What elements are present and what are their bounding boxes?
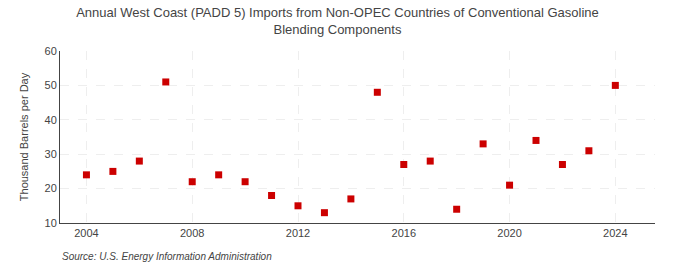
svg-text:10: 10 <box>45 217 57 229</box>
svg-text:Thousand Barrels per Day: Thousand Barrels per Day <box>18 72 30 201</box>
svg-text:2016: 2016 <box>392 227 416 239</box>
svg-text:2004: 2004 <box>74 227 98 239</box>
svg-text:30: 30 <box>45 148 57 160</box>
svg-text:Source: U.S. Energy Informatio: Source: U.S. Energy Information Administ… <box>62 251 272 262</box>
svg-text:Annual West Coast (PADD 5) Imp: Annual West Coast (PADD 5) Imports from … <box>76 5 599 37</box>
svg-text:2024: 2024 <box>603 227 627 239</box>
svg-text:2012: 2012 <box>286 227 310 239</box>
svg-text:20: 20 <box>45 182 57 194</box>
svg-text:50: 50 <box>45 79 57 91</box>
svg-text:2008: 2008 <box>180 227 204 239</box>
svg-text:40: 40 <box>45 114 57 126</box>
svg-text:2020: 2020 <box>497 227 521 239</box>
svg-text:60: 60 <box>45 45 57 57</box>
